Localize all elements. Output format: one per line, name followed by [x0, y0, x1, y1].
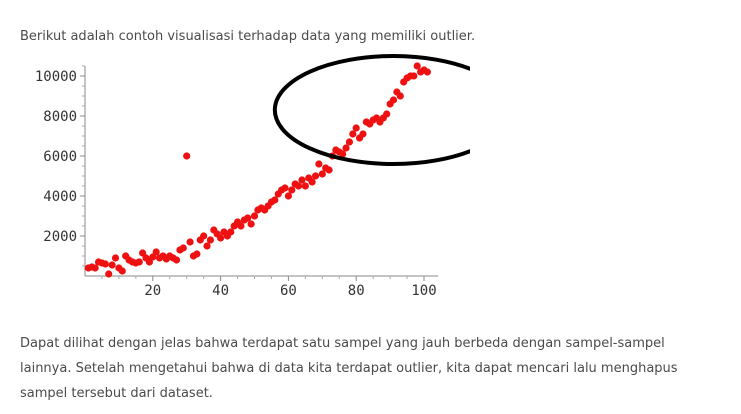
data-point	[318, 170, 326, 178]
scatter-chart: 20 40 60 80 100 2000 4000 6000 8000 10000	[35, 54, 470, 299]
data-point	[315, 160, 323, 168]
chart-points	[84, 62, 431, 278]
x-tick-label: 60	[280, 283, 297, 299]
data-point	[325, 166, 333, 174]
y-tick-label: 4000	[43, 189, 77, 205]
data-point	[179, 244, 187, 252]
intro-text: Berikut adalah contoh visualisasi terhad…	[20, 29, 476, 44]
data-point	[298, 176, 306, 184]
data-point	[183, 152, 191, 160]
data-point	[111, 254, 120, 262]
data-point	[359, 130, 367, 138]
data-point	[203, 242, 211, 250]
data-point	[389, 96, 398, 104]
y-tick-label: 2000	[43, 229, 77, 245]
data-point	[108, 261, 116, 269]
data-point	[152, 248, 160, 256]
data-point	[186, 238, 194, 246]
data-point	[281, 184, 289, 192]
data-point	[410, 72, 418, 80]
data-point	[193, 250, 201, 258]
data-point	[135, 258, 143, 266]
data-point	[200, 232, 208, 240]
data-point	[244, 214, 252, 222]
data-point	[396, 92, 404, 100]
data-point	[352, 124, 360, 132]
paragraph-line: sampel tersebut dari dataset.	[20, 386, 213, 401]
chart-ticks: 20 40 60 80 100 2000 4000 6000 8000 10000	[35, 65, 437, 299]
paragraph-line: Dapat dilihat dengan jelas bahwa terdapa…	[20, 336, 665, 351]
data-point	[345, 138, 354, 146]
x-tick-label: 80	[348, 283, 365, 299]
outlier-highlight-ellipse	[272, 54, 470, 166]
data-point	[118, 267, 126, 275]
y-tick-label: 10000	[35, 69, 77, 85]
data-point	[217, 234, 225, 242]
data-point	[339, 150, 347, 158]
data-point	[250, 212, 259, 220]
data-point	[311, 172, 320, 180]
chart-axes	[84, 66, 439, 277]
data-point	[206, 236, 215, 244]
data-point	[423, 68, 431, 76]
data-point	[294, 182, 303, 190]
data-point	[101, 260, 109, 268]
data-point	[284, 192, 292, 200]
data-point	[383, 110, 391, 118]
explanation-paragraph: Dapat dilihat dengan jelas bahwa terdapa…	[20, 331, 720, 406]
x-tick-label: 20	[144, 283, 161, 299]
data-point	[91, 264, 99, 272]
x-tick-label: 100	[411, 283, 436, 299]
data-point	[172, 256, 181, 264]
data-point	[308, 178, 316, 186]
y-tick-label: 8000	[43, 109, 77, 125]
data-point	[301, 182, 309, 190]
paragraph-line: lainnya. Setelah mengetahui bahwa di dat…	[20, 361, 678, 376]
data-point	[288, 186, 296, 194]
data-point	[105, 270, 113, 278]
x-tick-label: 40	[212, 283, 229, 299]
chart-annotation	[272, 54, 470, 166]
data-point	[227, 228, 235, 236]
data-point	[247, 220, 255, 228]
data-point	[349, 130, 357, 138]
data-point	[342, 144, 350, 152]
data-point	[413, 62, 421, 70]
data-point	[271, 196, 279, 204]
y-tick-label: 6000	[43, 149, 77, 165]
data-point	[237, 222, 245, 230]
